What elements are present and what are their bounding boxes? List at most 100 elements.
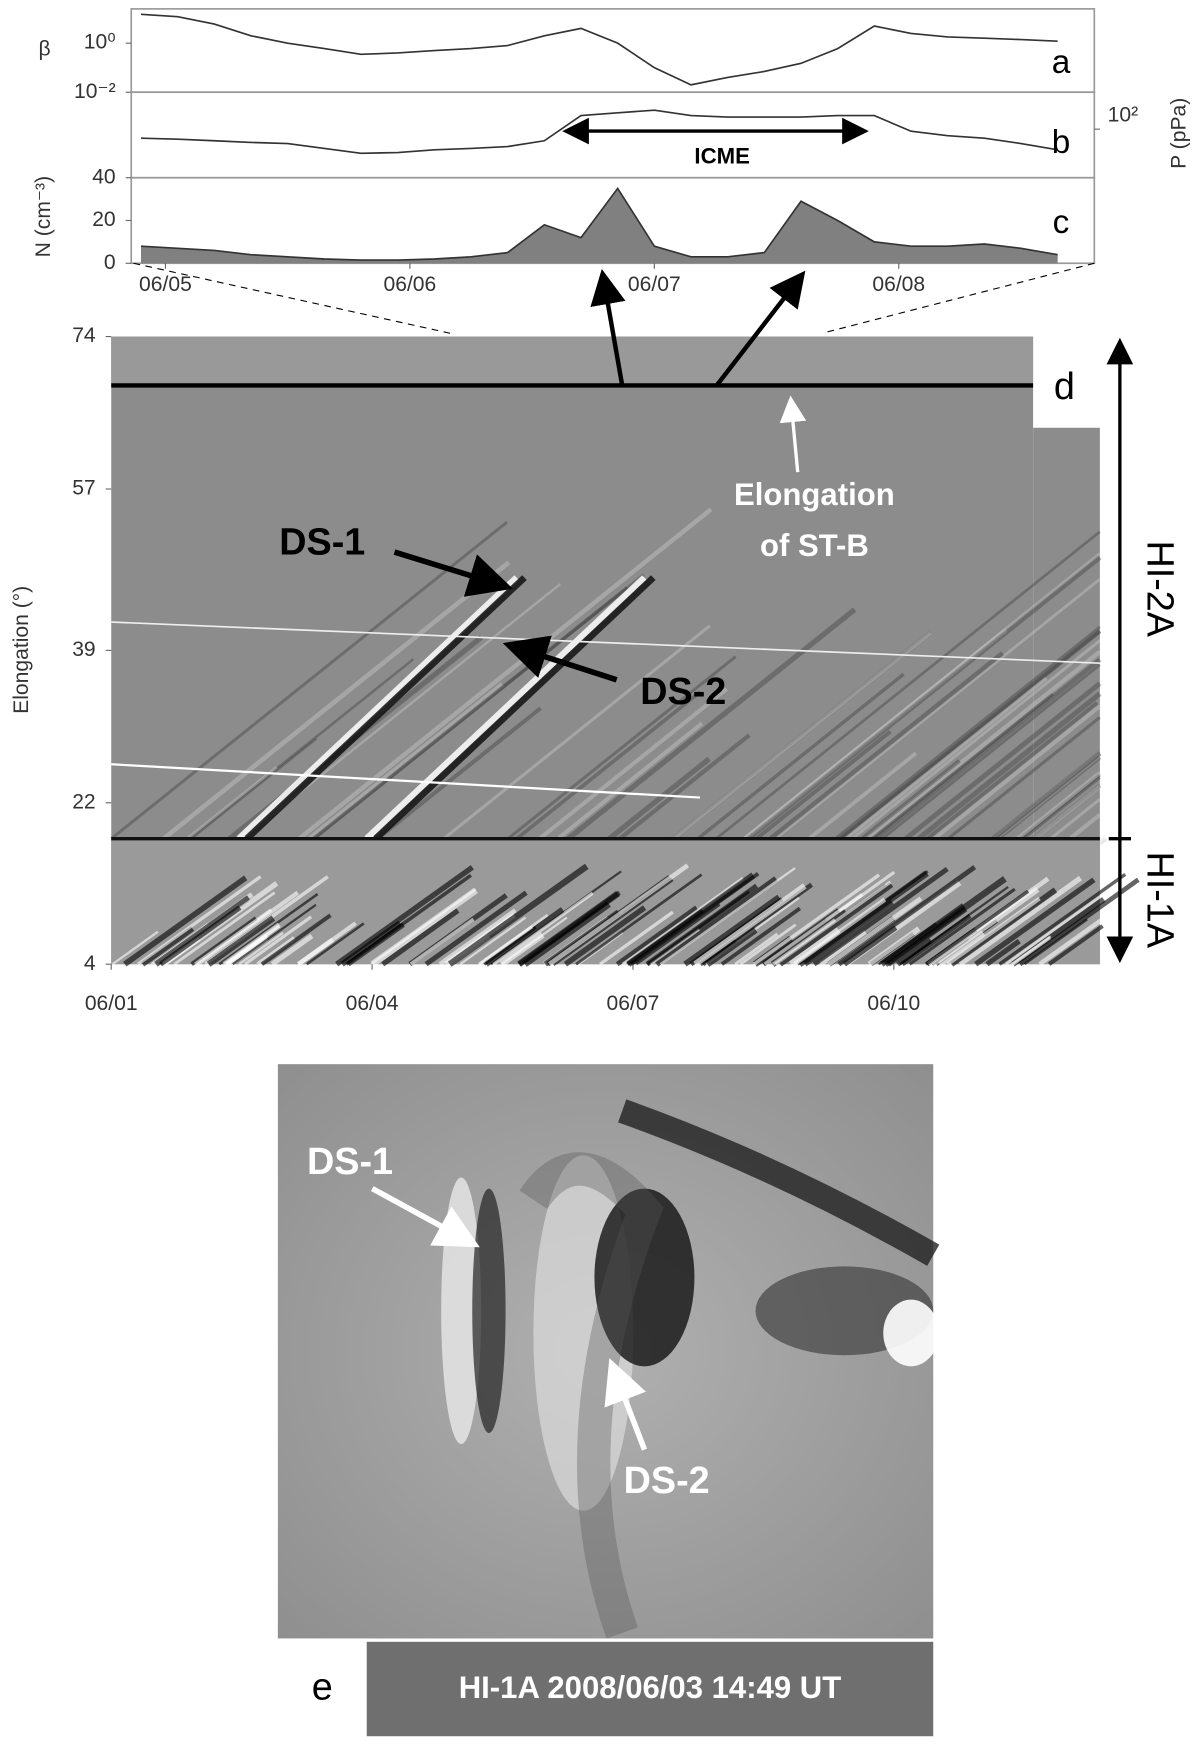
jmap-track bbox=[566, 607, 857, 841]
hi1-track bbox=[842, 925, 898, 967]
annotation: DS-1 bbox=[279, 521, 365, 563]
x-tick-label: 06/10 bbox=[867, 992, 920, 1015]
zoom-line bbox=[133, 262, 451, 334]
jmap-track bbox=[364, 575, 647, 842]
jmap-track bbox=[186, 765, 278, 840]
jmap-track bbox=[671, 631, 932, 841]
hi1-track bbox=[659, 867, 796, 966]
jmap-track bbox=[376, 706, 542, 841]
hi1-track bbox=[297, 921, 357, 966]
x-tick-label: 06/08 bbox=[872, 273, 925, 296]
hi1-track bbox=[753, 873, 881, 966]
hi1-track bbox=[159, 905, 242, 967]
hi1-track bbox=[705, 927, 758, 967]
arrow bbox=[779, 395, 807, 473]
panel-e-image bbox=[277, 1064, 940, 1639]
y-tick-label: 10⁻² bbox=[74, 80, 116, 103]
hi1-track bbox=[478, 925, 534, 966]
jmap-track bbox=[313, 573, 645, 840]
hi1-track bbox=[548, 863, 690, 967]
hi1-track bbox=[818, 929, 868, 967]
plot-frame bbox=[130, 8, 1096, 94]
jmap-track bbox=[851, 639, 1101, 840]
jmap-track bbox=[874, 657, 1102, 841]
jmap-track bbox=[1068, 813, 1102, 841]
hi1-track bbox=[812, 866, 949, 967]
label-box bbox=[1033, 336, 1100, 428]
panel-label: b bbox=[1052, 124, 1071, 161]
hi1-track bbox=[222, 922, 281, 967]
hi1-track bbox=[635, 903, 721, 966]
hi1-track bbox=[492, 891, 594, 966]
hi1-track bbox=[654, 876, 778, 967]
jmap-track bbox=[807, 751, 918, 841]
hi1-track bbox=[646, 890, 750, 966]
jmap-track bbox=[162, 560, 511, 841]
y-axis-label: β bbox=[39, 38, 51, 61]
hi1-track bbox=[734, 932, 779, 966]
jmap-track bbox=[618, 733, 751, 841]
hi1-track bbox=[438, 908, 517, 966]
hi1-track bbox=[837, 865, 977, 967]
hi1-track bbox=[575, 873, 703, 966]
hi1-track bbox=[190, 916, 258, 966]
hi1-track bbox=[484, 907, 565, 967]
hi1-track bbox=[140, 926, 195, 967]
hi1-track bbox=[1023, 918, 1088, 966]
jmap-track bbox=[871, 692, 1054, 840]
hi1-track bbox=[958, 875, 1083, 967]
hi1-track bbox=[908, 887, 1016, 966]
jmap-track bbox=[696, 672, 905, 841]
jmap-track bbox=[538, 687, 729, 841]
artifact bbox=[111, 621, 1100, 664]
y-axis-label: P (pPa) bbox=[1167, 98, 1190, 169]
area bbox=[141, 188, 1058, 264]
jmap-image bbox=[110, 336, 1140, 967]
hi1-track bbox=[985, 938, 1021, 967]
hi1-track bbox=[206, 915, 276, 967]
annotation: of ST-B bbox=[760, 528, 869, 563]
jmap-track bbox=[515, 690, 702, 841]
annotation: ICME bbox=[694, 144, 750, 169]
jmap-track bbox=[844, 676, 1048, 841]
hi1-track bbox=[256, 936, 296, 966]
y-tick-label: 57 bbox=[72, 477, 95, 500]
hi1-track bbox=[930, 886, 1040, 967]
hi1-track bbox=[340, 920, 402, 967]
jmap-track bbox=[742, 552, 1101, 840]
artifact bbox=[111, 763, 701, 799]
hi1-track bbox=[693, 883, 807, 967]
jmap-track bbox=[670, 630, 932, 840]
jmap-track bbox=[1099, 837, 1109, 846]
hi1-track bbox=[370, 887, 478, 967]
x-tick-label: 06/04 bbox=[346, 992, 399, 1015]
hi1-track bbox=[563, 905, 647, 967]
hi1-track bbox=[424, 890, 528, 967]
x-tick-label: 06/07 bbox=[607, 992, 660, 1015]
y-tick-label: 40 bbox=[92, 165, 115, 188]
jmap-track bbox=[774, 578, 1101, 840]
jmap-track bbox=[755, 729, 892, 841]
jmap-track bbox=[917, 691, 1102, 841]
arrow bbox=[714, 270, 806, 387]
jmap-track bbox=[1021, 775, 1101, 840]
annotation: DS-2 bbox=[624, 1460, 710, 1502]
hi1-track bbox=[111, 930, 159, 966]
annotation: DS-2 bbox=[640, 671, 726, 713]
panel-label: a bbox=[1052, 44, 1071, 81]
hi1-track bbox=[867, 926, 921, 967]
jmap-track bbox=[947, 716, 1101, 840]
hi1-track bbox=[123, 875, 248, 967]
arrow bbox=[370, 1186, 480, 1248]
arrow bbox=[502, 635, 618, 683]
hi1-track bbox=[924, 889, 1030, 966]
hi1-track bbox=[803, 899, 894, 967]
jmap-track bbox=[373, 575, 656, 842]
hi1-track bbox=[792, 897, 887, 967]
caption: HI-1A 2008/06/03 14:49 UT bbox=[459, 1670, 842, 1705]
hi1-track bbox=[621, 877, 744, 966]
hi1-track bbox=[517, 890, 620, 967]
annotation: DS-1 bbox=[307, 1141, 393, 1183]
hi1-track bbox=[598, 910, 674, 966]
